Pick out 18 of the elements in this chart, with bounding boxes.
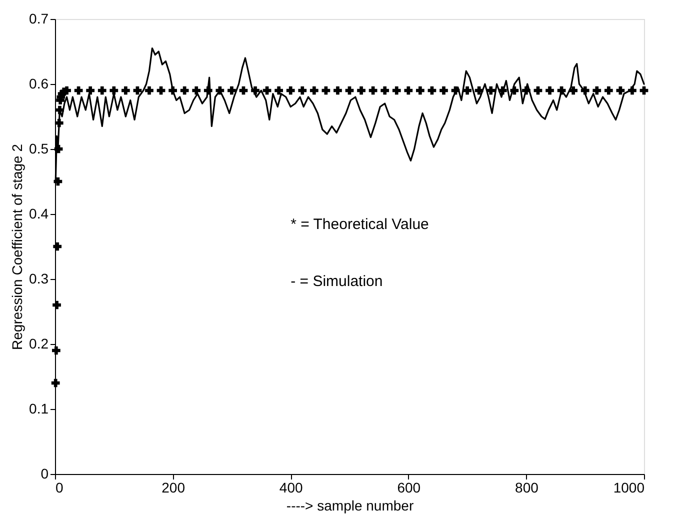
x-tick-label: 800: [515, 480, 539, 496]
y-tick-label: 0.5: [29, 140, 49, 156]
x-tick-label: 400: [279, 480, 303, 496]
x-tick-label: 200: [162, 480, 186, 496]
y-tick-label: 0: [40, 466, 49, 482]
x-tick-label: 600: [397, 480, 421, 496]
x-tick-label: 1000: [613, 480, 645, 496]
annotation: * = Theoretical Value: [290, 216, 429, 233]
y-tick-label: 0.6: [29, 76, 49, 92]
annotation: - = Simulation: [290, 272, 383, 290]
y-tick-label: 0.1: [29, 400, 49, 416]
y-tick-label: 0.4: [29, 206, 49, 222]
y-tick-label: 0.3: [29, 270, 49, 286]
x-axis-title: ----> sample number: [286, 498, 414, 514]
y-tick-label: 0.7: [29, 10, 49, 26]
x-tick-label: 0: [56, 480, 64, 496]
y-axis-title: Regression Coefficient of stage 2: [9, 144, 26, 350]
y-tick-label: 0.2: [29, 336, 49, 352]
